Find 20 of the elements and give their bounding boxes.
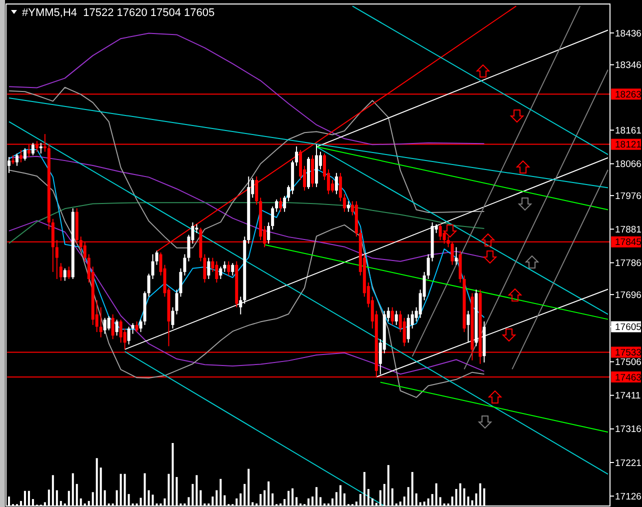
y-tick-label: 17316 <box>615 424 642 436</box>
y-tick-label: 18161 <box>615 125 642 136</box>
y-tick-label: 17506 <box>615 357 642 368</box>
y-tick-label: 17786 <box>615 258 642 270</box>
y-tick-label: 17881 <box>615 224 642 236</box>
y-tick-label: 18346 <box>615 60 642 72</box>
ref-line-label: 17463 <box>615 372 642 384</box>
y-tick-label: 17696 <box>615 290 642 301</box>
ref-line-label: 18263 <box>615 89 642 100</box>
ref-line-label: 17845 <box>615 237 642 248</box>
y-tick-label: 17605 <box>615 322 642 334</box>
ref-line-label: 18121 <box>615 140 642 151</box>
y-tick-label: 17411 <box>615 390 641 402</box>
y-tick-label: 18436 <box>615 28 642 40</box>
y-tick-label: 17221 <box>615 458 642 469</box>
y-tick-label: 17126 <box>615 491 642 502</box>
y-tick-label: 18066 <box>615 159 642 170</box>
y-tick-label: 17976 <box>615 190 642 202</box>
ref-line-label: 17533 <box>615 348 642 359</box>
chart-title: #YMM5,H4 17522 17620 17504 17605 <box>22 7 215 19</box>
